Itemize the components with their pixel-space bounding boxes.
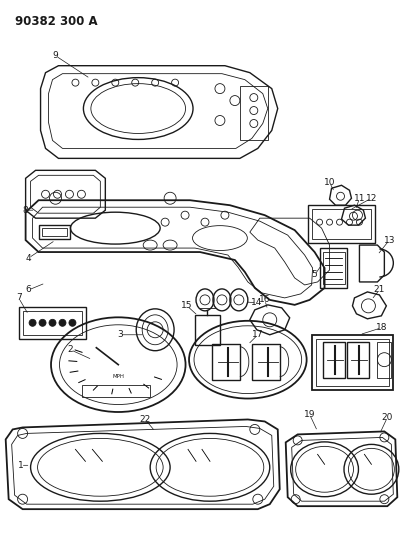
Bar — [322, 252, 344, 284]
Bar — [311, 209, 371, 239]
Bar — [18, 307, 86, 339]
Circle shape — [49, 319, 56, 326]
Bar — [311, 335, 392, 390]
Text: 11: 11 — [353, 193, 364, 203]
Text: 15: 15 — [181, 301, 192, 310]
Text: 5: 5 — [311, 270, 317, 279]
Text: 3: 3 — [117, 330, 123, 340]
Text: 18: 18 — [375, 324, 386, 332]
Bar — [319, 248, 346, 288]
Circle shape — [69, 319, 76, 326]
Circle shape — [59, 319, 66, 326]
Text: 14: 14 — [251, 298, 262, 308]
Bar — [239, 86, 267, 140]
Text: 8: 8 — [23, 206, 28, 215]
Bar — [346, 342, 369, 377]
Bar — [307, 205, 375, 243]
Text: 10: 10 — [323, 178, 334, 187]
Text: 13: 13 — [383, 236, 394, 245]
Text: 19: 19 — [303, 410, 315, 419]
Text: 90382 300 A: 90382 300 A — [14, 15, 97, 28]
Bar — [82, 385, 150, 397]
Bar — [211, 344, 239, 379]
Bar — [377, 342, 390, 377]
Circle shape — [29, 319, 36, 326]
Bar — [38, 225, 70, 239]
Text: 7: 7 — [16, 293, 22, 302]
Text: 20: 20 — [381, 413, 392, 422]
Circle shape — [39, 319, 46, 326]
Text: 2: 2 — [67, 345, 73, 354]
Text: 22: 22 — [139, 415, 150, 424]
Text: 17: 17 — [251, 330, 263, 340]
Text: 4: 4 — [26, 254, 31, 263]
Bar — [41, 228, 67, 236]
Text: MPH: MPH — [112, 374, 124, 378]
Text: 9: 9 — [53, 51, 58, 60]
Text: 12: 12 — [365, 193, 376, 203]
Text: 1: 1 — [18, 461, 23, 470]
Text: 6: 6 — [26, 285, 31, 294]
Bar — [315, 339, 389, 385]
Text: 21: 21 — [373, 285, 384, 294]
Bar — [251, 344, 279, 379]
Text: 16: 16 — [258, 295, 270, 304]
Bar — [194, 315, 219, 345]
Bar — [322, 342, 344, 377]
Bar — [22, 311, 82, 335]
